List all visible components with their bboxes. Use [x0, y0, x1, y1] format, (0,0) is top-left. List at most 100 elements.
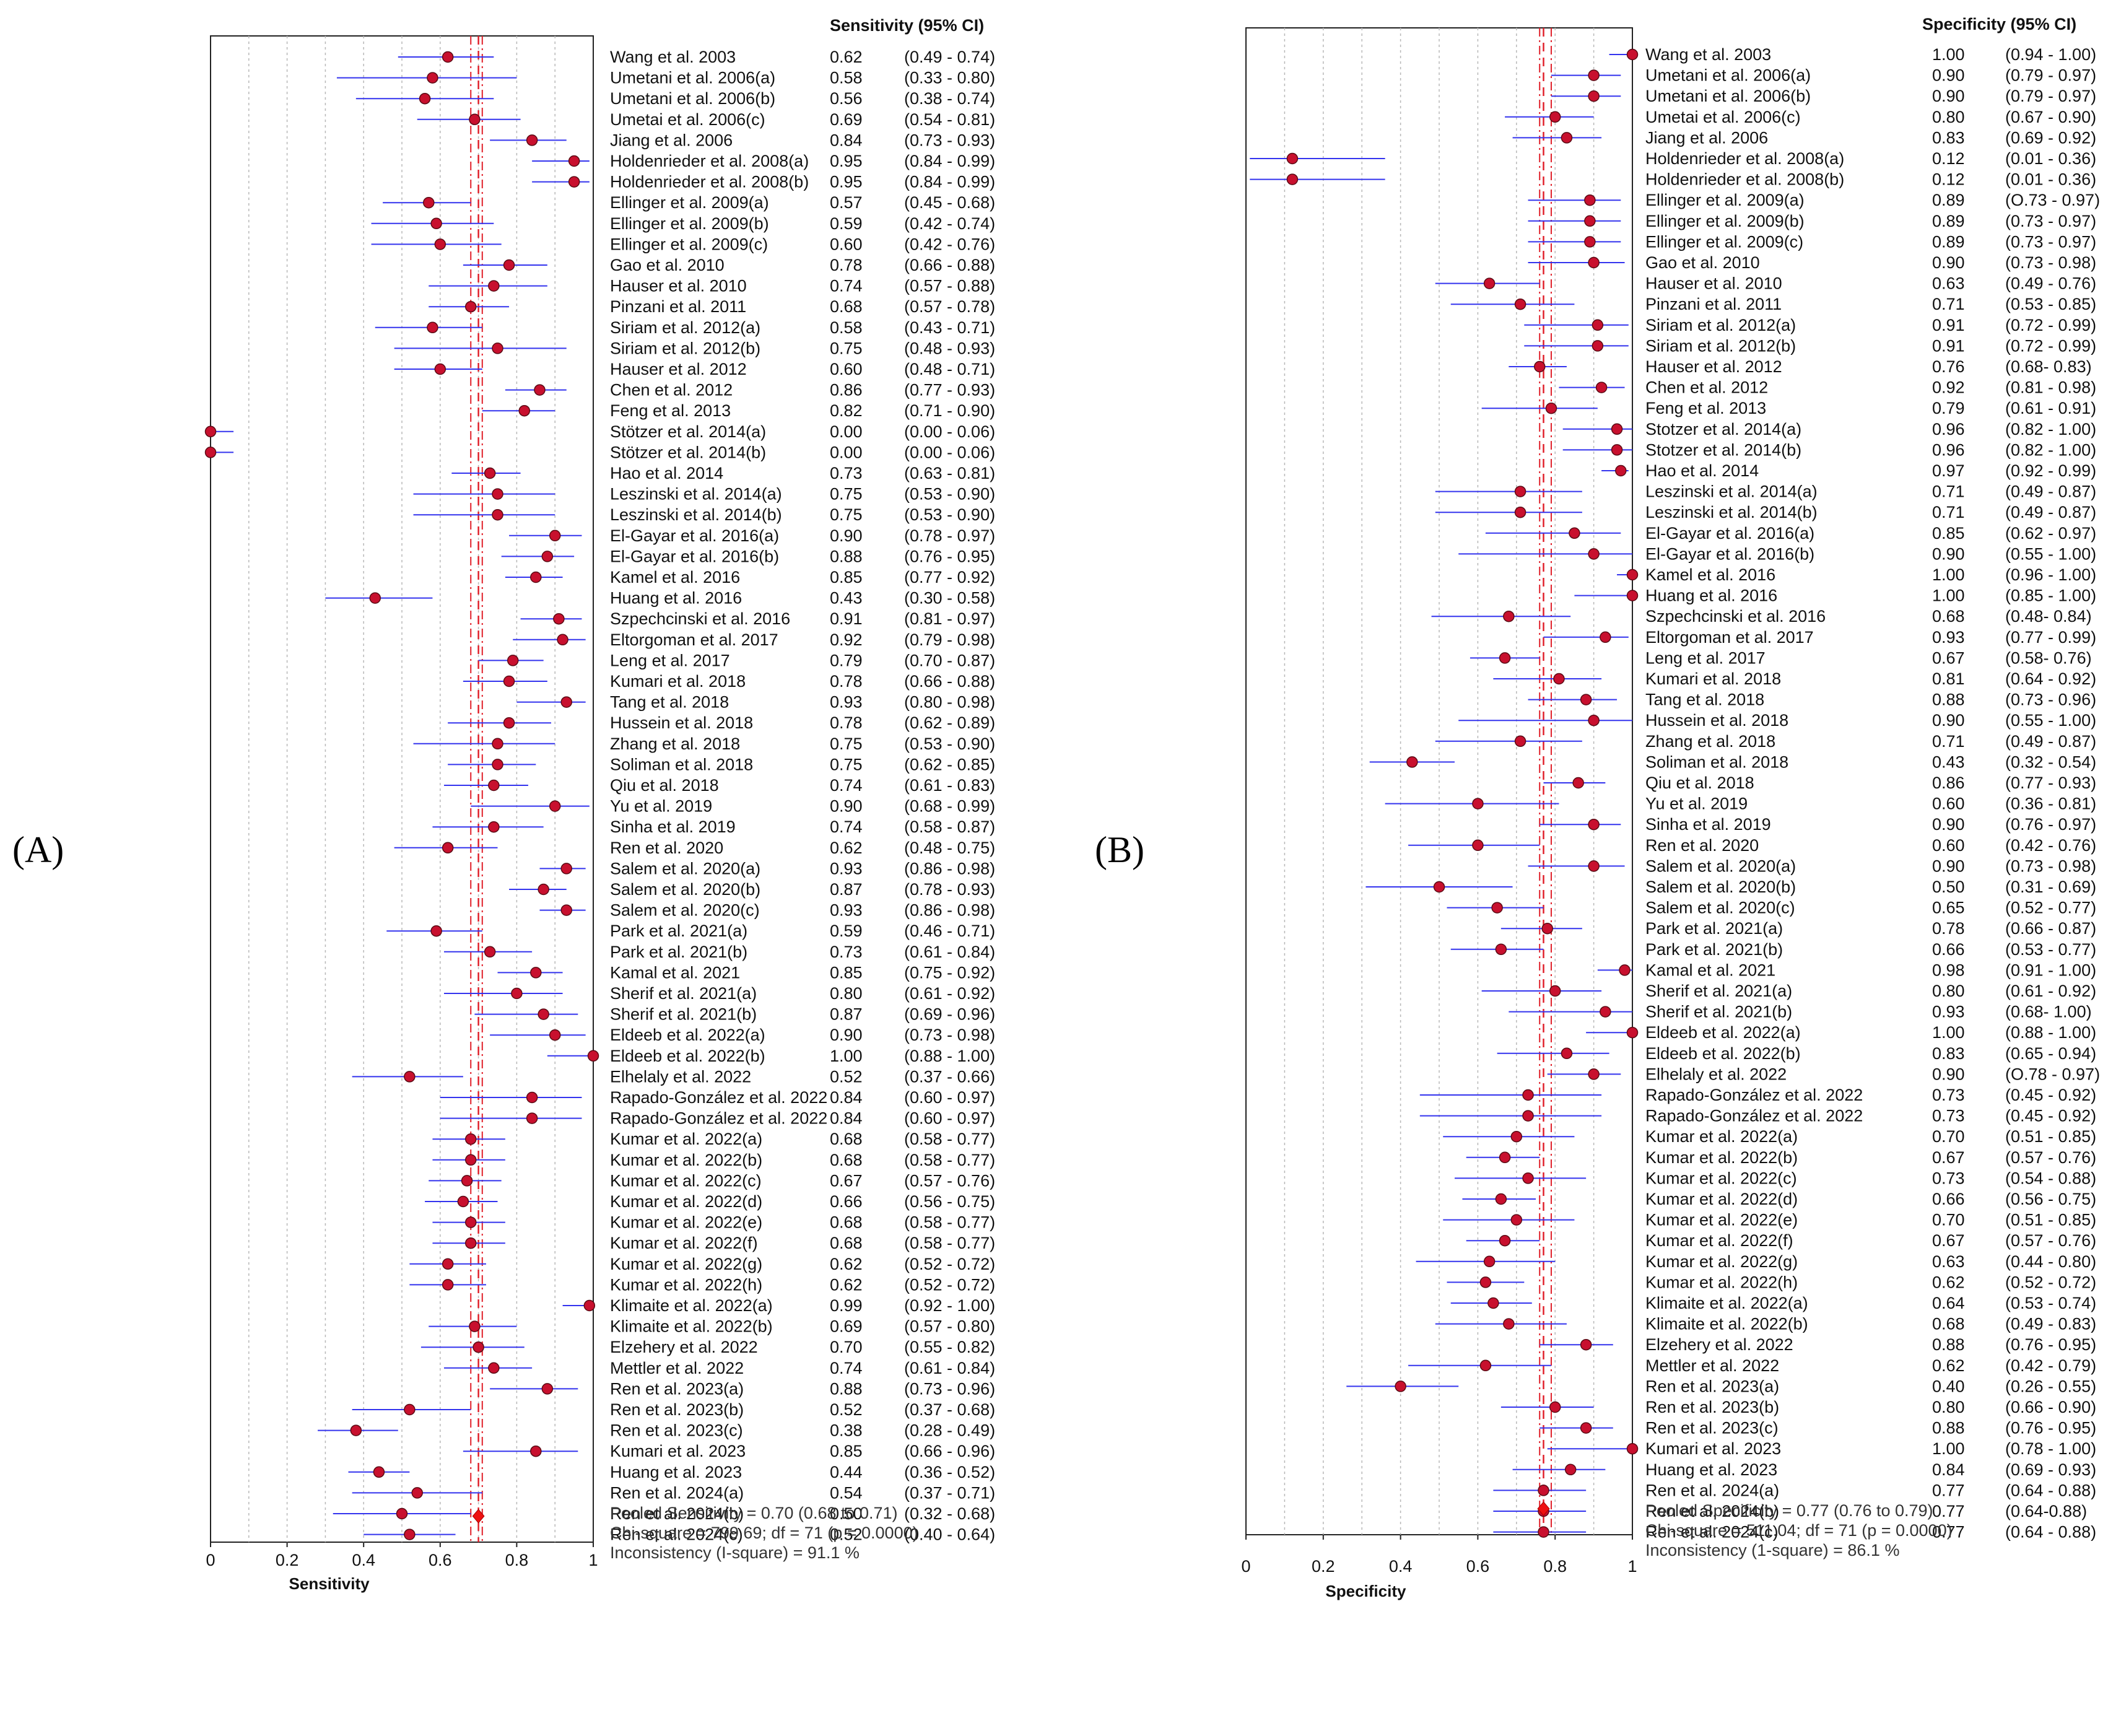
- study-row: Leszinski et al. 2014(b) 0.71 (0.49 - 0.87…: [1435, 503, 2096, 521]
- study-row: Ellinger et al. 2009(b) 0.89 (0.73 - 0.97): [1528, 212, 2096, 230]
- study-ci: (0.73 - 0.93): [904, 131, 995, 149]
- study-label: Hao et al. 2014: [1645, 461, 1759, 480]
- study-ci: (0.52 - 0.72): [2005, 1273, 2096, 1291]
- study-estimate: 0.71: [1932, 482, 1965, 501]
- study-label: Ren et al. 2023(b): [610, 1400, 744, 1419]
- study-ci: (0.91 - 1.00): [2005, 961, 2096, 979]
- point-estimate-marker: [1580, 694, 1592, 705]
- study-estimate: 0.69: [830, 1317, 863, 1336]
- study-label: Eldeeb et al. 2022(b): [610, 1047, 765, 1065]
- study-row: Eldeeb et al. 2022(a) 1.00 (0.88 - 1.00): [1586, 1023, 2096, 1042]
- study-ci: (0.70 - 0.87): [904, 651, 995, 670]
- study-ci: (0.73 - 0.97): [2005, 232, 2096, 251]
- study-ci: (0.51 - 0.85): [2005, 1211, 2096, 1229]
- study-row: Yu et al. 2019 0.60 (0.36 - 0.81): [1385, 795, 2096, 813]
- study-label: Tang et al. 2018: [1645, 691, 1764, 709]
- point-estimate-marker: [1615, 465, 1627, 477]
- study-estimate: 0.96: [1932, 440, 1965, 459]
- study-estimate: 0.62: [830, 1275, 863, 1294]
- point-estimate-marker: [1592, 340, 1604, 352]
- study-estimate: 0.88: [1932, 1419, 1965, 1437]
- point-estimate-marker: [488, 779, 500, 792]
- study-ci: (0.62 - 0.97): [2005, 524, 2096, 543]
- study-label: Yu et al. 2019: [1645, 795, 1748, 813]
- study-estimate: 0.52: [830, 1400, 863, 1419]
- study-row: Huang et al. 2016 0.43 (0.30 - 0.58): [325, 589, 995, 608]
- study-estimate: 0.66: [1932, 940, 1965, 959]
- study-estimate: 0.52: [830, 1525, 863, 1544]
- study-label: Sherif et al. 2021(b): [610, 1005, 757, 1024]
- study-row: Hussein et al. 2018 0.90 (0.55 - 1.00): [1458, 711, 2096, 730]
- study-estimate: 0.87: [830, 880, 863, 899]
- study-ci: (0.68- 0.83): [2005, 357, 2092, 376]
- study-estimate: 0.99: [830, 1296, 863, 1315]
- point-estimate-marker: [1395, 1381, 1406, 1392]
- point-estimate-marker: [518, 404, 531, 417]
- study-ci: (0.53 - 0.85): [2005, 295, 2096, 313]
- study-ci: (0.42 - 0.79): [2005, 1356, 2096, 1375]
- point-estimate-marker: [1495, 943, 1507, 956]
- study-ci: (0.52 - 0.77): [2005, 899, 2096, 917]
- study-ci: (0.92 - 0.99): [2005, 461, 2096, 480]
- study-ci: (0.61 - 0.91): [2005, 399, 2096, 417]
- study-estimate: 0.78: [830, 672, 863, 691]
- study-row: Leszinski et al. 2014(a) 0.75 (0.53 - 0.90…: [413, 485, 995, 504]
- study-estimate: 0.60: [1932, 836, 1965, 855]
- study-label: Kumar et al. 2022(d): [610, 1192, 762, 1211]
- study-label: Kumari et al. 2023: [1645, 1439, 1781, 1458]
- study-ci: (0.45 - 0.92): [2005, 1086, 2096, 1104]
- study-row: Kumar et al. 2022(d) 0.66 (0.56 - 0.75): [1462, 1190, 2096, 1208]
- study-estimate: 0.70: [830, 1338, 863, 1356]
- study-ci: (0.69 - 0.96): [904, 1005, 995, 1024]
- point-estimate-marker: [430, 217, 442, 230]
- study-ci: (0.67 - 0.90): [2005, 108, 2096, 126]
- study-estimate: 0.62: [1932, 1356, 1965, 1375]
- point-estimate-marker: [423, 196, 435, 209]
- study-row: Qiu et al. 2018 0.86 (0.77 - 0.93): [1543, 774, 2096, 792]
- study-label: Huang et al. 2023: [1645, 1460, 1777, 1479]
- point-estimate-marker: [1619, 964, 1631, 976]
- study-estimate: 0.92: [1932, 378, 1965, 397]
- study-label: Klimaite et al. 2022(b): [1645, 1315, 1808, 1333]
- point-estimate-marker: [1510, 1130, 1523, 1143]
- study-ci: (0.38 - 0.74): [904, 89, 995, 108]
- study-ci: (0.66 - 0.87): [2005, 919, 2096, 938]
- point-estimate-marker: [492, 342, 503, 354]
- study-row: Gao et al. 2010 0.78 (0.66 - 0.88): [463, 256, 995, 274]
- study-label: Kumar et al. 2022(g): [1645, 1252, 1798, 1271]
- study-row: Jiang et al. 2006 0.84 (0.73 - 0.93): [490, 131, 995, 149]
- study-row: Kumar et al. 2022(e) 0.68 (0.58 - 0.77): [432, 1213, 995, 1232]
- point-estimate-marker: [469, 113, 481, 126]
- study-estimate: 0.76: [1932, 357, 1965, 376]
- study-ci: (0.49 - 0.87): [2005, 732, 2096, 751]
- point-estimate-marker: [1479, 1359, 1492, 1372]
- study-row: Eldeeb et al. 2022(a) 0.90 (0.73 - 0.98): [490, 1026, 995, 1044]
- point-estimate-marker: [1522, 1110, 1534, 1122]
- study-label: Ren et al. 2024(b): [610, 1504, 744, 1523]
- study-row: Kumar et al. 2022(h) 0.62 (0.52 - 0.72): [1447, 1273, 2096, 1291]
- study-label: Ren et al. 2020: [610, 839, 723, 857]
- study-estimate: 0.60: [1932, 795, 1965, 813]
- study-label: Park et al. 2021(b): [610, 943, 747, 961]
- study-ci: (0.72 - 0.99): [2005, 336, 2096, 355]
- x-tick-label: 1: [588, 1551, 598, 1569]
- study-estimate: 0.95: [830, 152, 863, 170]
- point-estimate-marker: [568, 176, 580, 188]
- study-label: Hussein et al. 2018: [1645, 711, 1788, 730]
- study-estimate: 0.90: [830, 526, 863, 545]
- point-estimate-marker: [560, 863, 572, 875]
- study-label: Eltorgoman et al. 2017: [610, 630, 778, 649]
- study-estimate: 0.69: [830, 110, 863, 129]
- study-ci: (0.73 - 0.98): [2005, 857, 2096, 875]
- study-ci: (0.49 - 0.76): [2005, 274, 2096, 293]
- point-estimate-marker: [204, 447, 217, 458]
- study-label: Eltorgoman et al. 2017: [1645, 628, 1814, 647]
- study-row: Holdenrieder et al. 2008(b) 0.12 (0.01 - 0…: [1250, 170, 2096, 189]
- study-estimate: 0.59: [830, 922, 863, 940]
- study-label: Ren et al. 2024(c): [1645, 1523, 1779, 1542]
- study-ci: (0.57 - 0.80): [904, 1317, 995, 1336]
- point-estimate-marker: [1626, 569, 1639, 581]
- study-ci: (0.69 - 0.93): [2005, 1460, 2096, 1479]
- study-label: Yu et al. 2019: [610, 797, 712, 816]
- study-estimate: 0.83: [1932, 128, 1965, 147]
